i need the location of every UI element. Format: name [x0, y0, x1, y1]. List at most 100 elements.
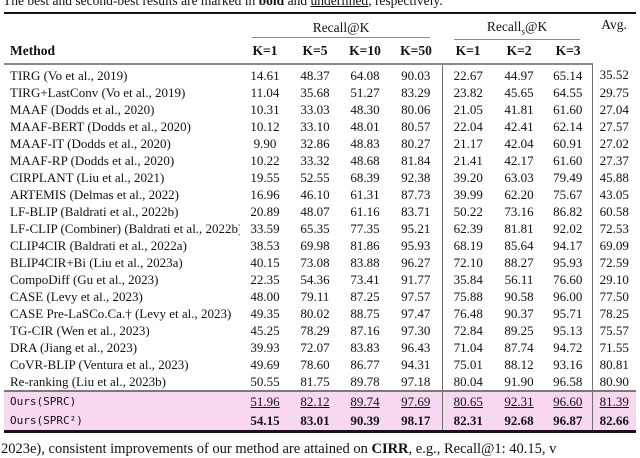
value-cell: 72.84	[441, 321, 495, 339]
value-cell: 89.78	[350, 373, 380, 389]
recall-s-group-header: Recalls@K	[442, 13, 592, 40]
value-cell: 51.96	[240, 389, 290, 411]
value-cell: 91.90	[504, 373, 534, 389]
value-cell: 50.22	[441, 202, 495, 220]
recall-s-group-label: Recalls@K	[454, 17, 581, 40]
table-row: MAAF-BERT (Dodds et al., 2020) 10.12 33.10…	[4, 117, 637, 135]
value-cell: 54.36	[300, 271, 330, 287]
method-cell: MAAF-BERT (Dodds et al., 2020)	[10, 118, 191, 134]
method-cell: TG-CIR (Wen et al., 2023)	[10, 322, 150, 338]
table-row: CoVR-BLIP (Ventura et al., 2023) 49.69 78.…	[4, 355, 637, 373]
value-cell: 86.77	[350, 356, 380, 372]
value-cell: 97.69	[390, 389, 443, 411]
recall-group-label: Recall@K	[252, 18, 431, 39]
value-cell: 88.27	[504, 254, 534, 270]
value-cell: 22.35	[250, 271, 280, 287]
value-cell: 81.86	[350, 237, 380, 253]
value-cell: 68.39	[350, 169, 380, 185]
table-row: CASE (Levy et al., 2023) 48.00 79.11 87.25 9…	[4, 287, 637, 305]
value-cell: 83.83	[350, 339, 380, 355]
table-row: MAAF-IT (Dodds et al., 2020) 9.90 32.86 48.…	[4, 134, 637, 152]
value-cell: 9.90	[253, 135, 277, 151]
results-table: Recall@K Recalls@K Avg. Method K=1 K=5 K…	[4, 12, 637, 433]
value-cell: 92.02	[553, 220, 583, 236]
value-cell: 16.96	[250, 186, 280, 202]
value-cell: 20.89	[250, 203, 280, 219]
value-cell: 35.84	[441, 270, 495, 288]
value-cell: 88.12	[504, 356, 534, 372]
value-cell: 45.25	[250, 322, 280, 338]
value-cell: 72.07	[300, 339, 330, 355]
value-cell: 72.10	[441, 253, 495, 271]
value-cell: 69.98	[300, 237, 330, 253]
method-cell: LF-BLIP (Baldrati et al., 2022b)	[10, 203, 179, 219]
value-cell: 75.67	[553, 186, 583, 202]
table-row: CASE Pre-LaSCo.Ca.† (Levy et al., 2023) 4…	[4, 304, 637, 322]
value-cell: 42.41	[504, 118, 534, 134]
value-cell: 35.52	[591, 63, 637, 84]
table-row: Re-ranking (Liu et al., 2023b) 50.55 81.75…	[4, 372, 637, 391]
value-cell: 56.11	[504, 271, 534, 287]
value-cell: 22.04	[441, 117, 495, 135]
value-cell: 83.88	[350, 254, 380, 270]
value-cell: 51.27	[350, 84, 380, 100]
value-cell: 73.08	[300, 254, 330, 270]
value-cell: 75.88	[441, 287, 495, 305]
table-row: TIRG+LastConv (Vo et al., 2019) 11.04 35.6…	[4, 83, 637, 101]
value-cell: 71.04	[441, 338, 495, 356]
value-cell: 81.84	[401, 152, 431, 168]
value-cell: 61.60	[553, 152, 583, 168]
value-cell: 80.06	[401, 101, 431, 117]
table-row: CIRPLANT (Liu et al., 2021) 19.55 52.55 68.…	[4, 168, 637, 186]
method-cell: Ours(SPRC²)	[4, 410, 240, 432]
col-header-recall-k50: K=50	[390, 39, 443, 65]
value-cell: 87.25	[350, 288, 380, 304]
table-row: MAAF-RP (Dodds et al., 2020) 10.22 33.32 48…	[4, 151, 637, 169]
value-cell: 10.31	[250, 101, 280, 117]
method-cell: Ours(SPRC)	[4, 389, 240, 411]
value-cell: 10.12	[250, 118, 280, 134]
value-cell: 48.68	[350, 152, 380, 168]
method-column-header: Method	[4, 39, 240, 65]
value-cell: 94.17	[553, 237, 583, 253]
value-cell: 29.75	[591, 83, 637, 101]
table-row: TG-CIR (Wen et al., 2023) 45.25 78.29 87.16…	[4, 321, 637, 339]
value-cell: 82.66	[591, 410, 637, 432]
value-cell: 96.27	[401, 254, 431, 270]
value-cell: 78.25	[591, 304, 637, 322]
ours-table-row: Ours(SPRC) 51.96 82.12 89.74 97.69 80.65 92.31…	[4, 389, 637, 411]
method-cell: MAAF-RP (Dodds et al., 2020)	[10, 152, 175, 168]
value-cell: 78.60	[300, 356, 330, 372]
value-cell: 97.47	[401, 305, 431, 321]
value-cell: 49.35	[250, 305, 280, 321]
value-cell: 83.71	[401, 203, 431, 219]
value-cell: 62.39	[441, 219, 495, 237]
col-header-recall-s-k2: K=2	[494, 39, 545, 65]
value-cell: 71.55	[591, 338, 637, 356]
value-cell: 97.18	[401, 373, 431, 389]
value-cell: 87.74	[504, 339, 534, 355]
value-cell: 75.01	[441, 355, 495, 373]
value-cell: 62.20	[504, 186, 534, 202]
method-cell: TIRG+LastConv (Vo et al., 2019)	[10, 84, 186, 100]
value-cell: 48.30	[350, 101, 380, 117]
value-cell: 80.81	[591, 355, 637, 373]
value-cell: 69.09	[591, 236, 637, 254]
value-cell: 83.29	[401, 84, 431, 100]
value-cell: 63.03	[504, 169, 534, 185]
table-row: CompoDiff (Gu et al., 2023) 22.35 54.36 73.…	[4, 270, 637, 288]
value-cell: 96.00	[553, 288, 583, 304]
value-cell: 80.90	[591, 372, 637, 391]
value-cell: 75.57	[591, 321, 637, 339]
value-cell: 96.60	[544, 389, 593, 411]
value-cell: 65.35	[300, 220, 330, 236]
value-cell: 76.48	[441, 304, 495, 322]
value-cell: 48.37	[300, 67, 330, 83]
method-cell: MAAF-IT (Dodds et al., 2020)	[10, 135, 171, 151]
value-cell: 90.58	[504, 288, 534, 304]
value-cell: 90.03	[401, 67, 431, 83]
method-cell: BLIP4CIR+Bi (Liu et al., 2023a)	[10, 254, 183, 270]
caption-underlined-word: underlined	[310, 0, 369, 8]
col-header-recall-k1: K=1	[240, 39, 290, 65]
value-cell: 64.55	[553, 84, 583, 100]
